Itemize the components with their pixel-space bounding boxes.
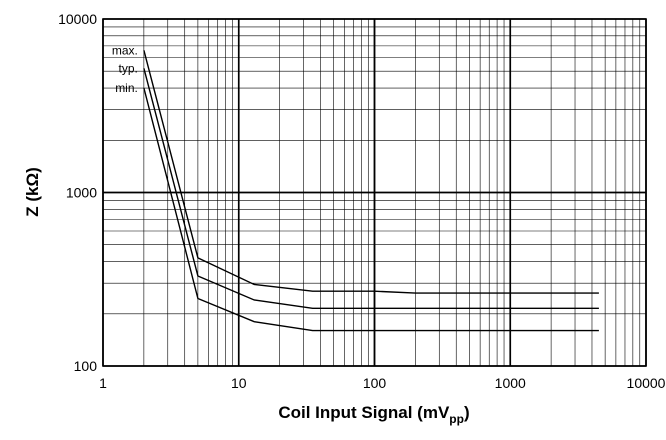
x-axis-title-suffix: ) [464,403,470,422]
y-tick-label: 1000 [66,185,97,201]
x-tick-label: 10 [231,375,247,391]
y-tick-label: 10000 [58,11,97,27]
x-axis-title: Coil Input Signal (mVpp) [278,403,469,426]
x-tick-label: 1 [99,375,107,391]
x-tick-label: 1000 [495,375,526,391]
x-axis-title-main: Coil Input Signal (mV [278,403,450,422]
series-lines [143,50,599,332]
x-axis-title-subscript: pp [449,412,464,426]
x-tick-labels: 1 10 100 1000 10000 [99,375,666,391]
series-line-min [143,87,599,332]
series-label-typ: typ. [119,61,138,75]
series-line-typ [143,68,599,309]
series-label-max: max. [112,43,138,57]
y-axis-title: Z (kΩ) [23,167,42,217]
series-label-min: min. [115,81,138,95]
y-tick-label: 100 [74,358,98,374]
y-tick-labels: 100 1000 10000 [58,11,97,374]
series-labels: max. typ. min. [112,43,138,95]
x-tick-label: 10000 [627,375,666,391]
series-line-max [143,50,599,294]
x-tick-label: 100 [363,375,387,391]
plot-frame [102,18,647,367]
